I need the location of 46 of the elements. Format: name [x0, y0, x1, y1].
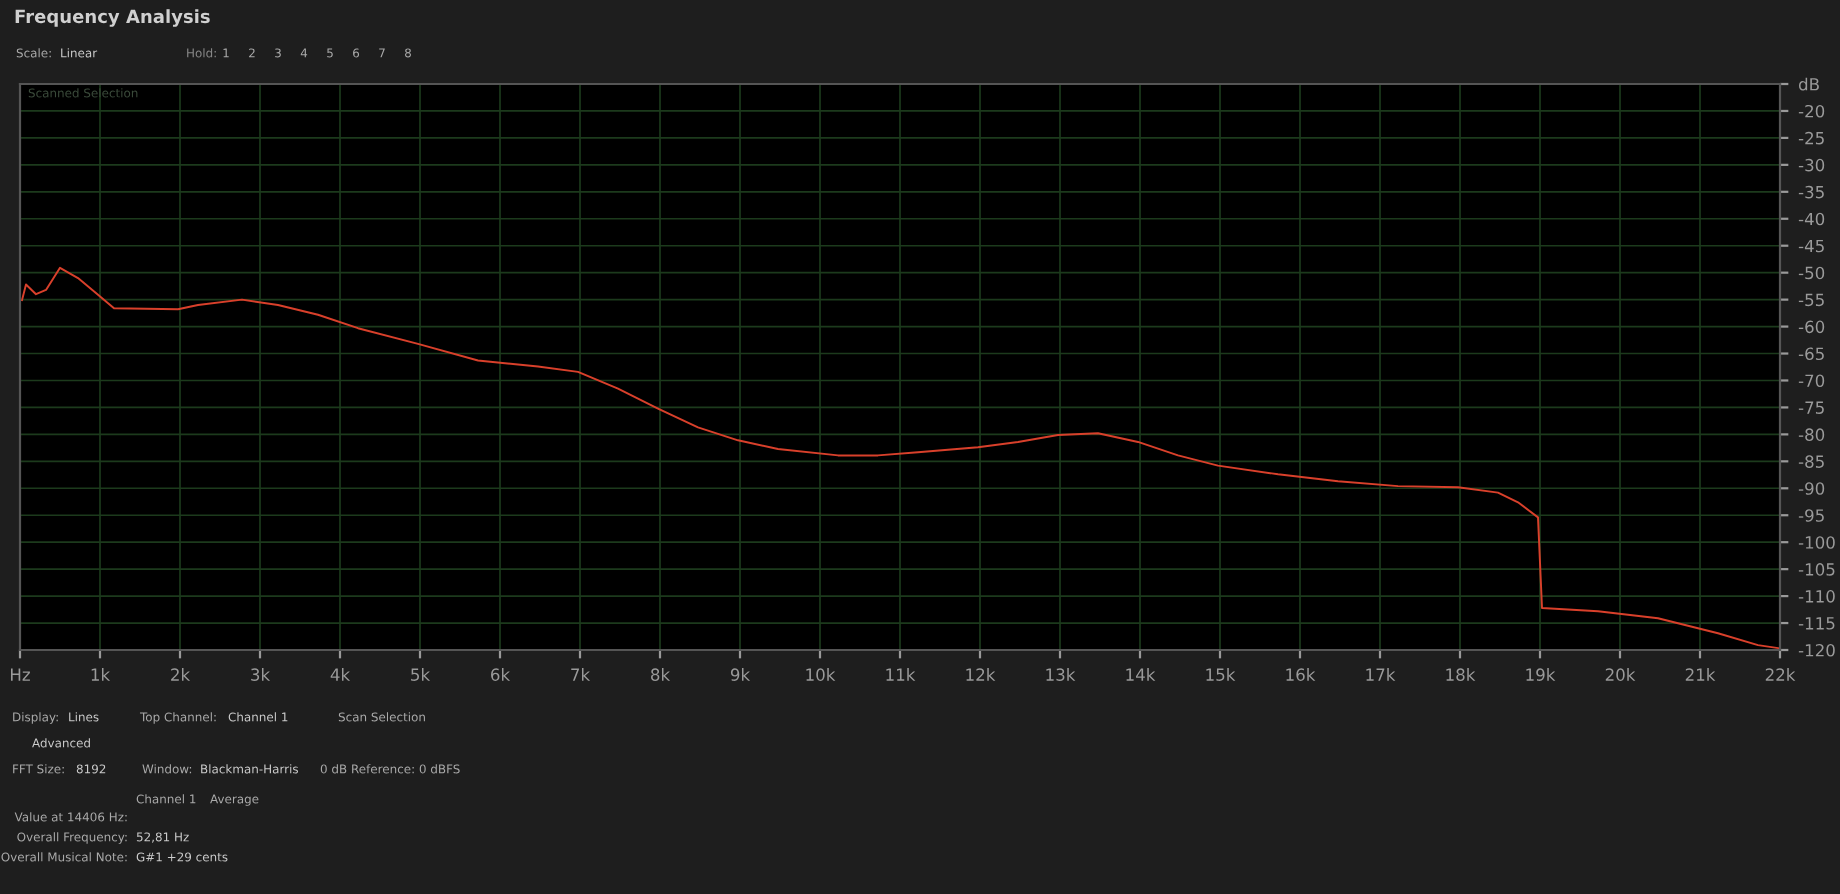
x-tick-label: 2k — [171, 668, 191, 681]
y-tick-label: -70 — [1798, 374, 1825, 388]
x-tick-label: 14k — [1126, 668, 1156, 681]
x-tick-label: 19k — [1526, 668, 1556, 681]
y-tick-label: -45 — [1798, 239, 1824, 253]
x-tick-label: 17k — [1366, 668, 1396, 681]
y-tick-label: -65 — [1798, 347, 1824, 361]
y-tick-label: -115 — [1798, 617, 1835, 630]
x-tick-label: 1k — [91, 668, 111, 681]
y-tick-label: -100 — [1798, 536, 1835, 549]
x-tick-label: 8k — [651, 668, 671, 681]
y-tick-label: -60 — [1798, 320, 1825, 334]
x-tick-label: 21k — [1685, 668, 1716, 681]
y-tick-label: -40 — [1798, 212, 1825, 226]
x-tick-label: 4k — [330, 668, 351, 681]
x-tick-label: 9k — [730, 668, 751, 681]
x-tick-label: 15k — [1206, 668, 1236, 681]
x-tick-label: 11k — [886, 668, 916, 681]
x-tick-label: 13k — [1046, 668, 1076, 681]
y-tick-label: -90 — [1798, 482, 1825, 495]
x-tick-label: 12k — [966, 668, 996, 681]
x-tick-label: 7k — [571, 668, 591, 681]
y-tick-label: -105 — [1798, 563, 1835, 576]
chart-title: Frequency Analysis — [15, 9, 210, 27]
y-tick-label: dB — [1798, 77, 1819, 91]
y-tick-label: -20 — [1798, 104, 1825, 118]
y-tick-label: -120 — [1798, 643, 1835, 657]
x-tick-label: 10k — [806, 668, 836, 681]
x-tick-label: 6k — [491, 668, 511, 681]
y-tick-label: -30 — [1798, 158, 1825, 172]
x-tick-label: 22k — [1765, 668, 1796, 681]
y-tick-label: -110 — [1798, 590, 1835, 603]
x-tick-label: 3k — [251, 668, 271, 681]
x-tick-label: 18k — [1446, 668, 1476, 681]
y-tick-label: -75 — [1798, 401, 1824, 414]
y-tick-label: -50 — [1798, 266, 1825, 280]
y-tick-label: -80 — [1798, 428, 1825, 441]
y-tick-label: -25 — [1798, 131, 1824, 145]
x-tick-label: 20k — [1605, 668, 1636, 681]
y-tick-label: -85 — [1798, 455, 1824, 468]
y-tick-label: -55 — [1798, 293, 1824, 307]
x-tick-label: 16k — [1286, 668, 1316, 681]
y-tick-label: -95 — [1798, 509, 1824, 522]
x-tick-label: Hz — [10, 668, 30, 681]
x-tick-label: 5k — [411, 668, 431, 681]
y-tick-label: -35 — [1798, 185, 1824, 199]
